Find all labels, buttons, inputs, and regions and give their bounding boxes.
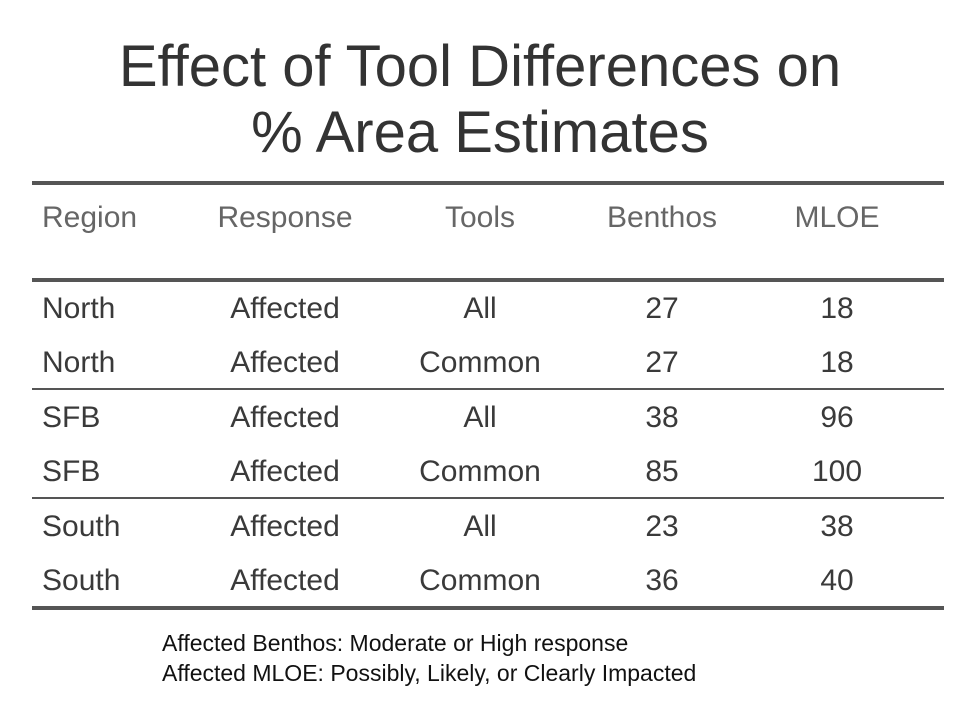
cell-response: Affected [230,346,340,379]
title-line-1: Effect of Tool Differences on [118,34,842,99]
title-line-2: % Area Estimates [251,100,709,165]
cell-response: Affected [230,292,340,325]
header-tools: Tools [444,201,516,234]
table-row: South Affected All 23 38 [32,510,944,544]
header-bottom-rule [32,278,944,282]
cell-region: North [42,346,116,379]
estimates-table: Region Response Tools Benthos MLOE North… [32,181,944,611]
cell-region: SFB [42,401,101,434]
table-row: SFB Affected All 38 96 [32,401,944,435]
cell-tools: All [463,401,497,434]
table-top-rule [32,181,944,185]
table-row: North Affected Common 27 18 [32,346,944,380]
cell-tools: All [463,510,497,543]
table-row: South Affected Common 36 40 [32,564,944,598]
cell-benthos: 38 [645,401,679,434]
cell-tools: Common [419,346,541,379]
cell-region: South [42,564,121,597]
cell-benthos: 23 [645,510,679,543]
group-divider-sfb [32,497,944,499]
cell-mloe: 40 [820,564,854,597]
cell-response: Affected [230,510,340,543]
cell-response: Affected [230,564,340,597]
footnote-benthos: Affected Benthos: Moderate or High respo… [162,630,629,656]
cell-mloe: 18 [820,292,854,325]
header-benthos: Benthos [606,201,718,234]
table-bottom-rule [32,606,944,610]
cell-tools: Common [419,564,541,597]
header-response: Response [217,201,353,234]
cell-mloe: 96 [820,401,854,434]
table-row: North Affected All 27 18 [32,292,944,326]
table-row: SFB Affected Common 85 100 [32,455,944,489]
group-divider-north [32,388,944,390]
cell-mloe: 38 [820,510,854,543]
cell-benthos: 27 [645,292,679,325]
cell-region: South [42,510,121,543]
header-mloe: MLOE [794,201,880,234]
cell-benthos: 36 [645,564,679,597]
cell-tools: All [463,292,497,325]
cell-response: Affected [230,455,340,488]
cell-region: SFB [42,455,101,488]
table-header-row: Region Response Tools Benthos MLOE [32,201,944,235]
cell-tools: Common [419,455,541,488]
cell-region: North [42,292,116,325]
cell-response: Affected [230,401,340,434]
cell-benthos: 27 [645,346,679,379]
footnote-mloe: Affected MLOE: Possibly, Likely, or Clea… [162,660,697,686]
cell-benthos: 85 [645,455,679,488]
cell-mloe: 100 [811,455,863,488]
header-region: Region [42,201,138,234]
slide-title: Effect of Tool Differences on % Area Est… [0,34,960,166]
cell-mloe: 18 [820,346,854,379]
footnotes: Affected Benthos: Moderate or High respo… [162,628,696,688]
